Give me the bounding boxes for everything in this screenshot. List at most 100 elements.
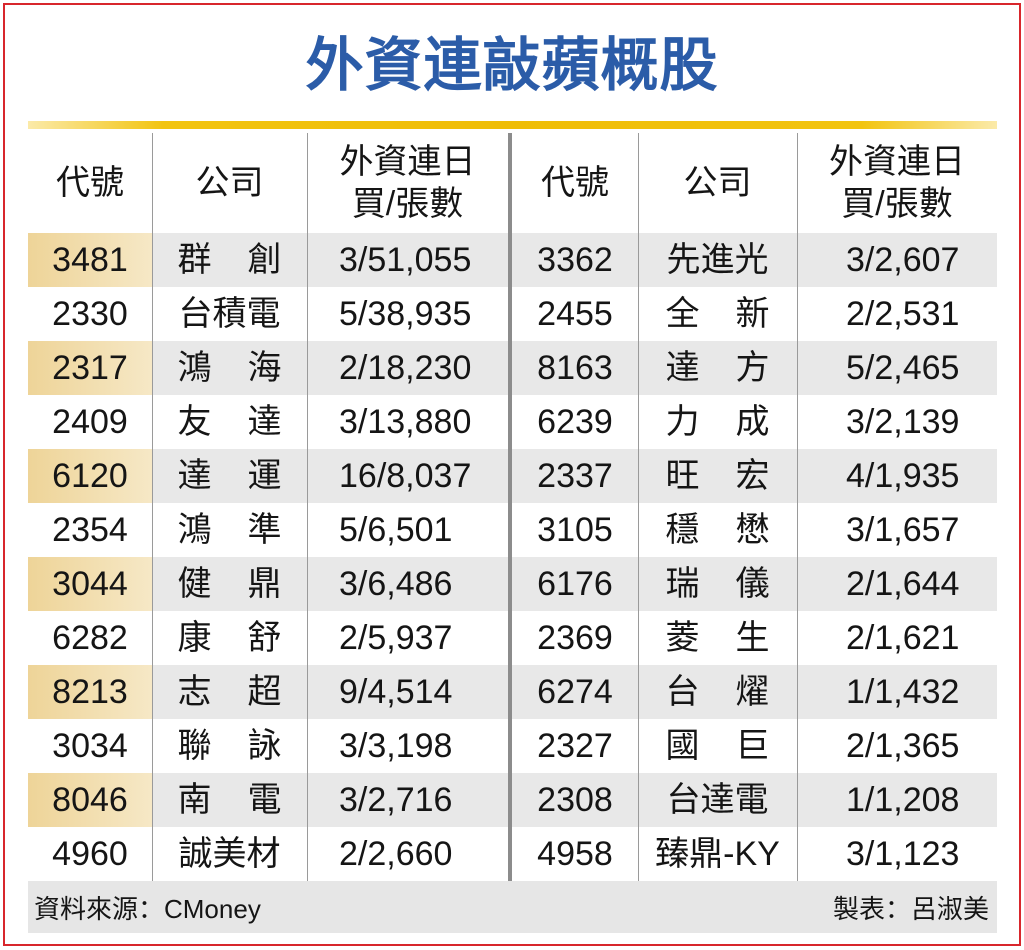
- company-name: 康舒: [152, 611, 307, 665]
- half-divider: [508, 133, 512, 881]
- buy-days-shares: 3/1,657: [846, 511, 960, 549]
- company-name: 台積電: [152, 287, 307, 341]
- company-name-text: 鴻海: [177, 349, 318, 387]
- stock-code: 4960: [52, 835, 128, 873]
- stock-code: 8213: [28, 665, 152, 719]
- stock-code: 2308: [537, 781, 613, 819]
- table-row: 4960 誠美材 2/2,660 4958 臻鼎-KY 3/1,123: [28, 827, 997, 881]
- company-name-text: 鴻準: [177, 511, 318, 549]
- stock-code: 2327: [537, 727, 613, 765]
- buy-days-shares: 2/1,365: [846, 727, 960, 765]
- company-name: 旺宏: [638, 449, 797, 503]
- stock-code: 6120: [28, 449, 152, 503]
- company-name: 瑞儀: [638, 557, 797, 611]
- header-company-right: 公司: [683, 164, 752, 202]
- company-name: 健鼎: [152, 557, 307, 611]
- data-table: 代號 公司 外資連日 買/張數 代號 公司 外資連日 買/張數 3481 群創 3/…: [28, 133, 997, 881]
- company-name-text: 旺宏: [665, 457, 806, 495]
- stock-code: 8046: [28, 773, 152, 827]
- company-name: 友達: [152, 395, 307, 449]
- accent-rule: [28, 121, 997, 129]
- buy-days-shares: 2/2,660: [339, 835, 453, 873]
- company-name: 菱生: [638, 611, 797, 665]
- company-name-text: 康舒: [177, 619, 318, 657]
- table-row: 8213 志超 9/4,514 6274 台燿 1/1,432: [28, 665, 997, 719]
- stock-code: 6274: [537, 673, 613, 711]
- buy-days-shares: 3/2,607: [846, 241, 960, 279]
- company-name-text: 南電: [177, 781, 318, 819]
- company-name: 鴻海: [152, 341, 307, 395]
- company-name-text: 全新: [665, 295, 806, 333]
- credit-note: 製表：呂淑美: [832, 893, 989, 924]
- company-name-text: 瑞儀: [665, 565, 806, 603]
- header-buy-line1: 外資連日: [339, 143, 476, 181]
- company-name-text: 達方: [665, 349, 806, 387]
- company-name: 國巨: [638, 719, 797, 773]
- buy-days-shares: 2/1,621: [846, 619, 960, 657]
- header-company-left: 公司: [195, 164, 264, 202]
- buy-days-shares: 2/5,937: [339, 619, 453, 657]
- company-name: 達運: [152, 449, 307, 503]
- company-name: 鴻準: [152, 503, 307, 557]
- stock-code: 4958: [537, 835, 613, 873]
- source-note: 資料來源：CMoney: [34, 893, 261, 924]
- buy-days-shares: 3/3,198: [339, 727, 453, 765]
- buy-days-shares: 1/1,208: [846, 781, 960, 819]
- table-row: 6120 達運 16/8,037 2337 旺宏 4/1,935: [28, 449, 997, 503]
- company-name: 力成: [638, 395, 797, 449]
- buy-days-shares: 16/8,037: [339, 457, 472, 495]
- company-name-text: 台燿: [665, 673, 806, 711]
- table-row: 3044 健鼎 3/6,486 6176 瑞儀 2/1,644: [28, 557, 997, 611]
- table-row: 2317 鴻海 2/18,230 8163 達方 5/2,465: [28, 341, 997, 395]
- company-name: 達方: [638, 341, 797, 395]
- buy-days-shares: 3/1,123: [846, 835, 960, 873]
- company-name-text: 健鼎: [177, 565, 318, 603]
- column-separator: [797, 133, 798, 881]
- stock-code: 3034: [52, 727, 128, 765]
- header-buy-line2: 買/張數: [841, 185, 953, 223]
- company-name-text: 臻鼎-KY: [655, 835, 780, 873]
- table-body: 3481 群創 3/51,055 3362 先進光 3/2,607 2330 台積電 5/38,…: [28, 233, 997, 881]
- company-name-text: 誠美材: [178, 835, 281, 873]
- stock-code: 2317: [28, 341, 152, 395]
- company-name: 志超: [152, 665, 307, 719]
- stock-code: 2409: [52, 403, 128, 441]
- company-name-text: 台積電: [178, 295, 281, 333]
- table-row: 2354 鴻準 5/6,501 3105 穩懋 3/1,657: [28, 503, 997, 557]
- company-name: 南電: [152, 773, 307, 827]
- company-name: 誠美材: [152, 827, 307, 881]
- buy-days-shares: 9/4,514: [339, 673, 453, 711]
- buy-days-shares: 3/2,139: [846, 403, 960, 441]
- company-name-text: 達運: [177, 457, 318, 495]
- buy-days-shares: 5/6,501: [339, 511, 453, 549]
- buy-days-shares: 4/1,935: [846, 457, 960, 495]
- stock-code: 2330: [52, 295, 128, 333]
- company-name-text: 群創: [177, 241, 318, 279]
- buy-days-shares: 3/13,880: [339, 403, 472, 441]
- company-name-text: 聯詠: [177, 727, 318, 765]
- table-footer: 資料來源：CMoney 製表：呂淑美: [28, 881, 997, 933]
- column-separator: [638, 133, 639, 881]
- buy-days-shares: 2/1,644: [846, 565, 960, 603]
- stock-code: 3105: [537, 511, 613, 549]
- page-title: 外資連敲蘋概股: [305, 33, 719, 98]
- stock-code: 6176: [537, 565, 613, 603]
- company-name: 聯詠: [152, 719, 307, 773]
- company-name-text: 台達電: [666, 781, 769, 819]
- stock-code: 2337: [537, 457, 613, 495]
- buy-days-shares: 1/1,432: [846, 673, 960, 711]
- header-buy-right: 外資連日 買/張數: [797, 133, 997, 233]
- company-name: 台達電: [638, 773, 797, 827]
- company-name-text: 志超: [177, 673, 318, 711]
- table-row: 3034 聯詠 3/3,198 2327 國巨 2/1,365: [28, 719, 997, 773]
- buy-days-shares: 3/6,486: [339, 565, 453, 603]
- company-name: 台燿: [638, 665, 797, 719]
- table-row: 8046 南電 3/2,716 2308 台達電 1/1,208: [28, 773, 997, 827]
- company-name-text: 力成: [665, 403, 806, 441]
- table-row: 3481 群創 3/51,055 3362 先進光 3/2,607: [28, 233, 997, 287]
- header-buy-left: 外資連日 買/張數: [307, 133, 508, 233]
- column-separator: [152, 133, 153, 881]
- stock-code: 3362: [537, 241, 613, 279]
- buy-days-shares: 2/18,230: [339, 349, 472, 387]
- company-name: 臻鼎-KY: [638, 827, 797, 881]
